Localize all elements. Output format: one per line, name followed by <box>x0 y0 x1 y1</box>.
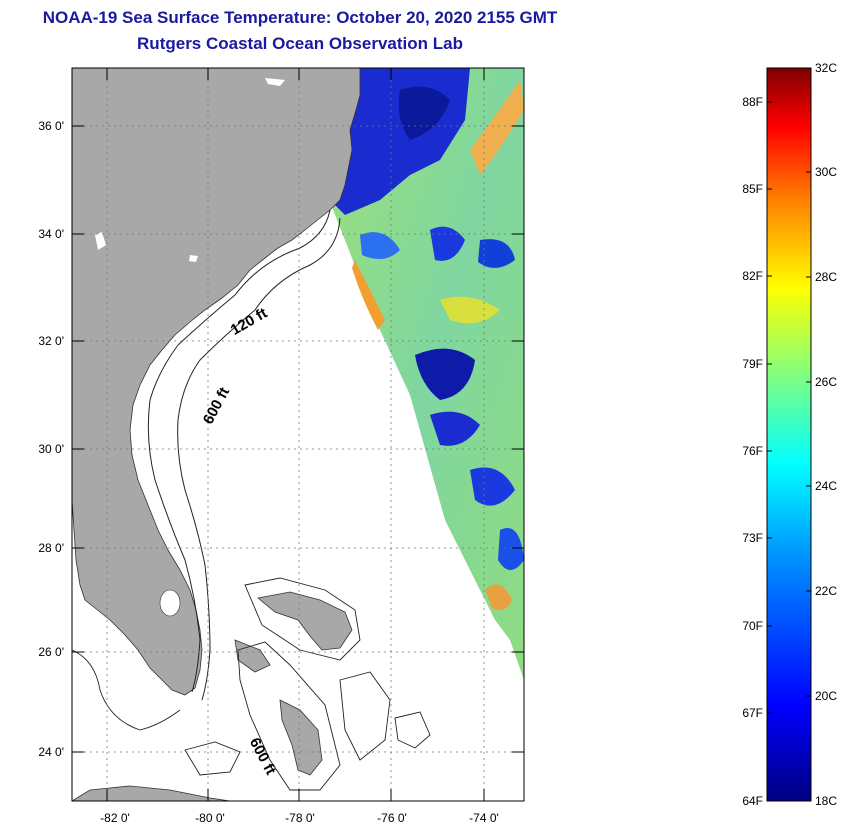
longitude-labels: -82 0' -80 0' -78 0' -76 0' -74 0' <box>100 811 499 825</box>
sst-cold-patch <box>498 528 524 570</box>
graticule <box>72 68 524 801</box>
lat-label: 26 0' <box>38 645 64 659</box>
cb-c-label: 30C <box>815 165 837 179</box>
lon-label: -74 0' <box>469 811 499 825</box>
sst-cold-patch <box>398 86 450 140</box>
cb-c-label: 20C <box>815 689 837 703</box>
cb-c-label: 18C <box>815 794 837 808</box>
sst-cold-patch <box>470 467 515 506</box>
cb-f-label: 85F <box>742 182 763 196</box>
sst-warm-filament <box>352 260 385 330</box>
lon-label: -80 0' <box>195 811 225 825</box>
cb-f-label: 64F <box>742 794 763 808</box>
land-bahamas <box>279 699 323 776</box>
latitude-labels: 36 0' 34 0' 32 0' 30 0' 28 0' 26 0' 24 0… <box>38 119 64 759</box>
contour-bahamas <box>184 741 241 776</box>
lat-label: 30 0' <box>38 442 64 456</box>
inland-lake <box>265 78 285 86</box>
lat-label: 36 0' <box>38 119 64 133</box>
lat-label: 28 0' <box>38 541 64 555</box>
contour-florida-keys <box>72 649 181 731</box>
map-subtitle: Rutgers Coastal Ocean Observation Lab <box>137 34 463 53</box>
colorbar-celsius-labels: 32C 30C 28C 26C 24C 22C 20C 18C <box>815 61 837 808</box>
map-content <box>72 68 524 801</box>
contour-120ft <box>147 209 331 693</box>
sst-cold-patch <box>430 226 465 261</box>
lat-label: 34 0' <box>38 227 64 241</box>
cb-f-label: 76F <box>742 444 763 458</box>
cb-c-label: 26C <box>815 375 837 389</box>
land-us-east-coast <box>72 68 361 696</box>
sst-cold-patch <box>415 348 475 400</box>
cb-c-label: 32C <box>815 61 837 75</box>
contour-bahamas <box>339 671 391 761</box>
colorbar-ticks-left <box>767 101 772 714</box>
sst-warm-filament <box>470 80 524 175</box>
map-title: NOAA-19 Sea Surface Temperature: October… <box>42 8 558 27</box>
sst-cold-patch <box>360 232 400 259</box>
lat-label: 24 0' <box>38 745 64 759</box>
contour-bahamas <box>394 711 431 749</box>
cb-f-label: 67F <box>742 706 763 720</box>
cb-f-label: 88F <box>742 95 763 109</box>
inland-lake <box>95 232 106 250</box>
colorbar-fahrenheit-labels: 88F 85F 82F 79F 76F 73F 70F 67F 64F <box>742 95 763 808</box>
map-border <box>71 67 525 802</box>
frame-ticks <box>72 68 524 801</box>
cb-c-label: 22C <box>815 584 837 598</box>
lon-label: -78 0' <box>285 811 315 825</box>
sst-cold-patch <box>478 239 515 269</box>
lon-label: -82 0' <box>100 811 130 825</box>
cb-f-label: 73F <box>742 531 763 545</box>
lon-label: -76 0' <box>377 811 407 825</box>
land-bahamas <box>257 591 353 651</box>
contour-bahamas <box>244 577 361 661</box>
cb-f-label: 70F <box>742 619 763 633</box>
cb-f-label: 79F <box>742 357 763 371</box>
land-cuba <box>72 785 231 801</box>
sst-warm-filament <box>485 584 512 611</box>
contour-600ft <box>177 217 341 701</box>
colorbar <box>766 67 812 802</box>
lat-label: 32 0' <box>38 334 64 348</box>
colorbar-ticks-right <box>806 171 811 697</box>
inland-lake <box>189 255 198 262</box>
cb-f-label: 82F <box>742 269 763 283</box>
cb-c-label: 24C <box>815 479 837 493</box>
sst-warm-filament <box>440 296 500 324</box>
lake-okeechobee <box>159 589 181 617</box>
cb-c-label: 28C <box>815 270 837 284</box>
sst-cold-patch <box>430 411 480 446</box>
contour-bahamas <box>237 641 341 791</box>
